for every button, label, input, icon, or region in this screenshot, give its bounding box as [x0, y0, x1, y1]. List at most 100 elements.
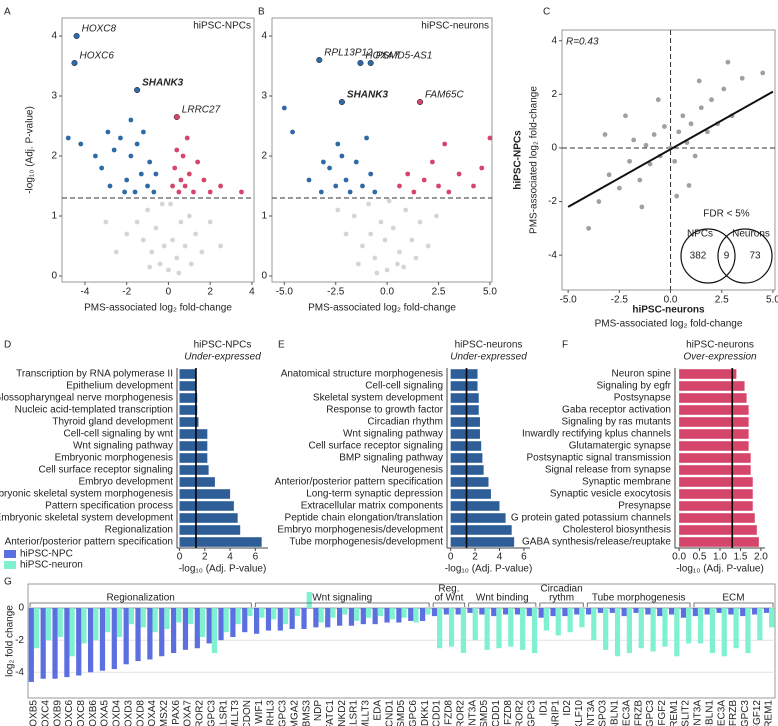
point — [178, 177, 184, 183]
x-axis-label: PMS-associated log₂ fold-change — [308, 303, 456, 314]
group-bracket — [432, 602, 466, 607]
category-label: Epithelium development — [66, 381, 173, 392]
bar — [763, 608, 770, 613]
bar — [247, 608, 253, 617]
category-label: Glossopharyngeal nerve morphogenesis — [0, 393, 173, 404]
x-tick-label: HOXC4 — [40, 700, 51, 726]
point — [103, 219, 109, 225]
point — [145, 183, 150, 189]
gene-label: LRRC27 — [182, 105, 221, 116]
fit-line — [567, 90, 774, 208]
point — [479, 165, 485, 171]
point — [151, 189, 157, 195]
bar — [199, 608, 206, 637]
category-label: Thyroid gland development — [52, 417, 173, 428]
bar — [354, 608, 360, 621]
point — [411, 189, 417, 195]
plot-frame — [561, 29, 776, 291]
group-bracket — [539, 602, 584, 607]
panel-letter: C — [543, 7, 550, 18]
group-label: rythm — [549, 593, 574, 604]
bar — [638, 608, 644, 649]
bar — [179, 525, 241, 535]
point — [174, 147, 180, 153]
bar — [520, 608, 526, 650]
category-label: Regionalization — [105, 525, 173, 536]
point — [364, 135, 369, 141]
category-label: Neurogenesis — [381, 465, 443, 476]
x-tick-label: 4 — [497, 552, 503, 563]
category-label: Skeletal system development — [313, 393, 443, 404]
category-label: Signal release from synapse — [545, 465, 672, 476]
bar — [152, 608, 158, 633]
bar — [179, 381, 196, 391]
bar — [179, 405, 198, 415]
y-axis-label: log₂ fold change — [5, 605, 16, 677]
bar — [450, 537, 515, 547]
category-label: Neuron spine — [612, 369, 672, 380]
x-tick-label: NFATC1 — [325, 700, 336, 726]
point — [434, 213, 439, 219]
x-tick-label: FRZB — [633, 700, 644, 726]
bar — [645, 608, 651, 615]
bar — [531, 608, 538, 654]
panel-letter: G — [4, 577, 12, 588]
x-tick-label: NDP — [313, 700, 324, 721]
category-label: Long-term synaptic depression — [306, 489, 443, 500]
category-label: Response to growth factor — [326, 405, 443, 416]
labeled-point — [73, 32, 80, 40]
x-tick-label: 6 — [521, 552, 527, 563]
category-label: Postsynaptic signal transmission — [526, 453, 671, 464]
x-tick-label: 0.5 — [693, 552, 707, 563]
bar — [413, 608, 419, 623]
y-tick-label: 4 — [551, 35, 557, 46]
point — [343, 231, 349, 237]
bar — [128, 608, 135, 625]
bar — [679, 417, 749, 427]
bar — [211, 608, 218, 654]
y-tick-label: 2 — [261, 151, 267, 162]
bar — [140, 608, 146, 628]
point — [384, 267, 390, 273]
x-tick-label: -5.0 — [276, 287, 294, 298]
venn-count: 382 — [690, 251, 707, 262]
category-label: Wnt signaling pathway — [73, 441, 173, 452]
point — [153, 225, 159, 231]
x-tick-label: -5.0 — [560, 295, 578, 306]
x-tick-label: 0.0 — [380, 287, 394, 298]
bar — [679, 453, 751, 463]
point — [672, 158, 678, 164]
point — [355, 261, 361, 267]
bar — [574, 608, 580, 615]
bar — [679, 381, 745, 391]
bar — [686, 608, 692, 644]
bar — [372, 608, 378, 625]
x-axis-label: -log₁₀ (Adj. P-value) — [179, 564, 267, 575]
bar — [697, 608, 704, 644]
point — [113, 249, 119, 255]
gene-label: HOXC6 — [80, 51, 115, 62]
x-tick-label: RSPO3 — [598, 700, 609, 726]
group-label: ECM — [722, 593, 744, 604]
x-axis-label: -log₁₀ (Adj. P-value) — [676, 564, 764, 575]
bar — [450, 513, 506, 523]
point — [207, 219, 213, 225]
bar — [282, 608, 289, 625]
point — [616, 185, 622, 191]
gene-label: HOXA7 — [365, 51, 399, 62]
point — [134, 141, 140, 147]
labeled-point — [173, 113, 180, 121]
x-tick-label: 2.5 — [715, 295, 729, 306]
bar — [674, 608, 680, 657]
venn-circle — [680, 228, 736, 284]
point — [353, 159, 359, 165]
bar — [650, 608, 656, 652]
category-label: Embryonic skeletal system development — [0, 513, 173, 524]
bar — [450, 393, 479, 403]
point — [107, 183, 113, 189]
category-label: Embryonic morphogenesis — [55, 453, 173, 464]
point — [586, 225, 592, 231]
point — [397, 183, 402, 189]
bar — [182, 608, 189, 650]
category-label: Glutamatergic synapse — [569, 441, 672, 452]
